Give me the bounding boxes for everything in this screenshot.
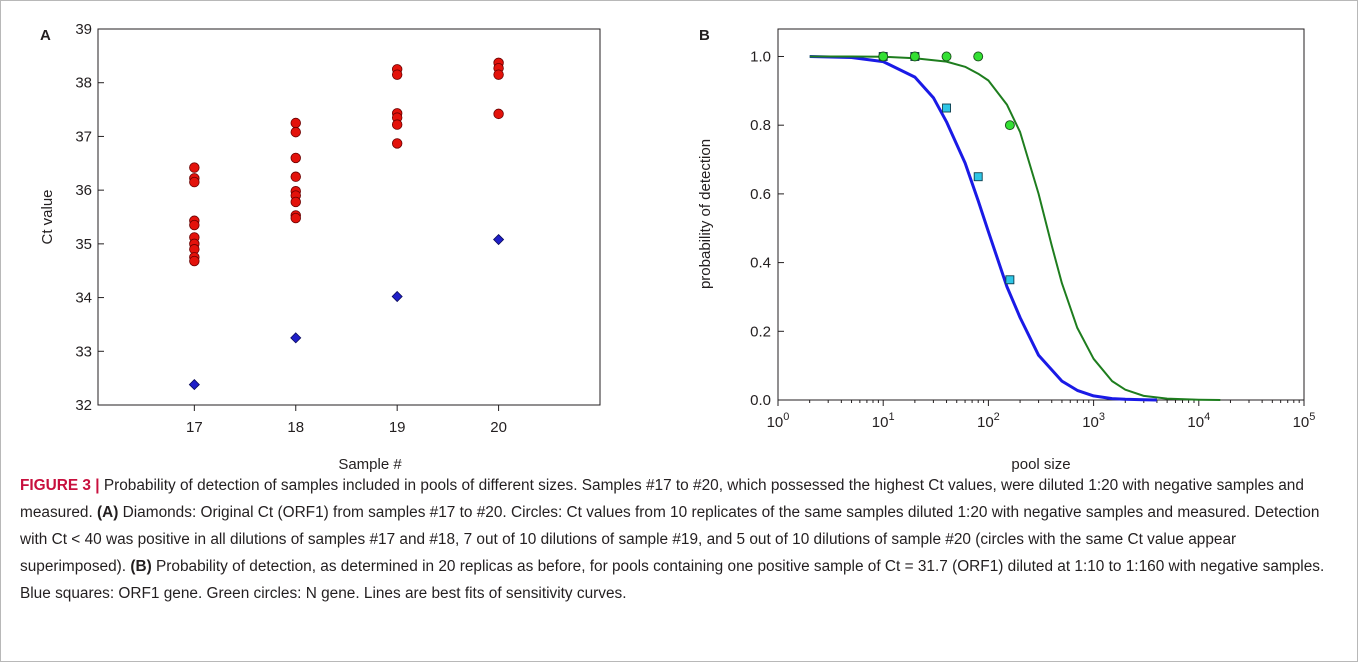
panel-a-x-label: Sample # bbox=[338, 456, 402, 473]
panel-b-cyan-square bbox=[1005, 275, 1015, 285]
panel-a-red-circle bbox=[290, 196, 301, 208]
panel-a-x-axis: 17 18 19 20 bbox=[186, 405, 507, 436]
panel-a-marks bbox=[188, 57, 505, 391]
panel-a-y-tick-label: 34 bbox=[75, 290, 92, 307]
panel-b-y-tick-label: 0.4 bbox=[750, 255, 771, 272]
panel-a-red-circle bbox=[189, 162, 200, 173]
panel-b-y-tick-label: 0.8 bbox=[750, 117, 771, 134]
panel-b-label: B bbox=[699, 27, 710, 44]
panel-a-blue-diamond bbox=[391, 290, 403, 303]
panel-b-green-circle bbox=[973, 51, 984, 62]
panel-b-green-circle bbox=[941, 51, 952, 62]
panel-a-red-circle bbox=[391, 138, 403, 149]
panel-b-y-tick-label: 0.2 bbox=[750, 323, 771, 340]
panel-b-green-fit-line bbox=[809, 55, 1221, 401]
caption-a-text: Diamonds: Original Ct (ORF1) from sample… bbox=[20, 504, 1320, 575]
panel-b-cyan-square bbox=[942, 103, 951, 113]
panel-b-x-tick-label: 100 bbox=[767, 411, 790, 431]
panel-a-red-circle bbox=[290, 212, 301, 224]
panel-a-red-circle bbox=[189, 219, 200, 231]
caption-b-text: Probability of detection, as determined … bbox=[20, 558, 1325, 602]
panel-a-red-circle bbox=[290, 117, 301, 129]
panel-a-red-circle bbox=[391, 119, 403, 130]
panel-b-green-circle bbox=[878, 51, 889, 62]
panel-b-x-axis: 100 101 102 103 104 105 bbox=[767, 400, 1316, 431]
caption-label: FIGURE 3 | bbox=[20, 477, 100, 494]
panel-a-y-tick-label: 38 bbox=[75, 75, 92, 92]
panel-a-y-label: Ct value bbox=[39, 189, 56, 244]
panel-b-y-tick-label: 1.0 bbox=[750, 48, 771, 65]
panel-a-red-circle bbox=[290, 152, 301, 164]
panel-a-blue-diamond bbox=[188, 379, 200, 391]
panel-a-red-circle bbox=[391, 69, 403, 80]
panel-a-y-tick-label: 33 bbox=[75, 343, 92, 360]
panel-b-plot-frame bbox=[777, 28, 1305, 401]
panel-b: B 0.00.20.40.60.81.0 100 101 102 103 104 105 … bbox=[697, 27, 1315, 473]
panel-b-y-tick-label: 0.0 bbox=[750, 392, 771, 409]
panel-a-red-circle bbox=[493, 69, 504, 80]
panel-a-red-circle bbox=[189, 255, 200, 267]
caption-a-ref: (A) bbox=[97, 504, 119, 521]
panel-a-label: A bbox=[40, 27, 51, 44]
panel-b-y-tick-label: 0.6 bbox=[750, 186, 771, 203]
panel-a-blue-diamond bbox=[493, 233, 505, 246]
panel-a-red-circle bbox=[290, 126, 301, 138]
panel-a-x-tick-label: 18 bbox=[287, 419, 304, 436]
panel-b-cyan-square bbox=[973, 172, 983, 182]
panel-b-x-label: pool size bbox=[1011, 456, 1070, 473]
panel-b-x-tick-label: 105 bbox=[1293, 411, 1316, 431]
figure-caption: FIGURE 3 | Probability of detection of s… bbox=[20, 472, 1340, 607]
caption-b-ref: (B) bbox=[130, 558, 152, 575]
panel-b-curves bbox=[809, 55, 1221, 402]
panel-a-plot-frame bbox=[97, 28, 601, 406]
panel-a: A 32 33 34 35 36 37 38 39 17 18 19 20 Sample # Ct … bbox=[39, 21, 601, 473]
panel-a-y-axis: 32 33 34 35 36 37 38 39 bbox=[75, 21, 104, 414]
panel-a-y-tick-label: 37 bbox=[75, 128, 92, 145]
panel-b-x-tick-label: 101 bbox=[872, 411, 895, 431]
panel-a-y-tick-label: 36 bbox=[75, 182, 92, 199]
panel-b-marks bbox=[878, 51, 1015, 285]
panel-a-x-tick-label: 20 bbox=[490, 419, 507, 436]
panel-b-green-circle bbox=[1004, 120, 1015, 131]
panel-b-blue-fit-line bbox=[809, 55, 1157, 402]
panel-a-x-tick-label: 17 bbox=[186, 419, 203, 436]
panel-b-x-tick-label: 102 bbox=[977, 411, 1000, 431]
caption-intro: Probability of detection of samples incl… bbox=[20, 477, 1304, 521]
panel-a-y-tick-label: 32 bbox=[75, 397, 92, 414]
panel-a-x-tick-label: 19 bbox=[389, 419, 406, 436]
panel-a-blue-diamond bbox=[290, 332, 302, 344]
panel-b-green-circle bbox=[909, 51, 920, 62]
panel-a-red-circle bbox=[189, 176, 200, 188]
panel-a-y-tick-label: 35 bbox=[75, 236, 92, 253]
panel-b-y-label: probability of detection bbox=[697, 139, 714, 289]
panel-a-red-circle bbox=[493, 108, 504, 120]
panel-a-red-circle bbox=[290, 171, 301, 182]
panel-b-x-tick-label: 104 bbox=[1187, 411, 1210, 431]
panel-b-x-tick-label: 103 bbox=[1082, 411, 1105, 431]
panel-b-y-axis: 0.0 0.2 0.4 0.6 0.8 1.0 bbox=[750, 48, 784, 409]
panel-a-y-tick-label: 39 bbox=[75, 21, 92, 38]
